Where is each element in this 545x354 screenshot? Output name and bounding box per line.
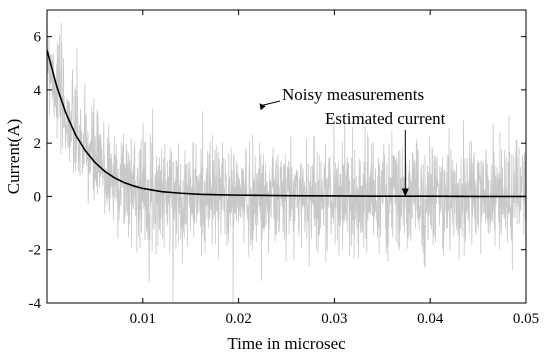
y-tick-label: 4 (34, 83, 42, 99)
noisy-measurements-series (47, 10, 526, 303)
annotation-arrow-noisy (262, 100, 281, 106)
y-axis-label: Current(A) (4, 119, 23, 195)
y-tick-label: -2 (29, 243, 42, 259)
y-tick-label: 6 (34, 30, 42, 46)
x-tick-label: 0.02 (225, 311, 251, 327)
x-tick-label: 0.01 (130, 311, 156, 327)
y-tick-label: 2 (34, 136, 42, 152)
estimated-current-line (47, 49, 526, 198)
annotation-arrowhead-noisy (259, 103, 266, 111)
y-axis-ticks: -4 -2 0 2 4 6 (29, 30, 526, 312)
annotation-noisy-measurements: Noisy measurements (282, 85, 424, 104)
annotation-arrowhead-estimated (401, 188, 409, 197)
x-tick-label: 0.05 (513, 311, 539, 327)
y-tick-label: 0 (34, 189, 42, 205)
x-tick-label: 0.04 (417, 311, 444, 327)
plot-frame (46, 9, 527, 304)
plot-area (47, 10, 526, 303)
annotation-estimated-current: Estimated current (325, 109, 446, 128)
noisy-measurements-path (47, 10, 526, 303)
annotations: Noisy measurements Estimated current (259, 85, 446, 197)
x-axis-ticks: 0.01 0.02 0.03 0.04 0.05 (130, 10, 539, 327)
x-tick-label: 0.03 (321, 311, 347, 327)
x-axis-label: Time in microsec (227, 334, 346, 353)
y-tick-label: -4 (29, 296, 42, 312)
